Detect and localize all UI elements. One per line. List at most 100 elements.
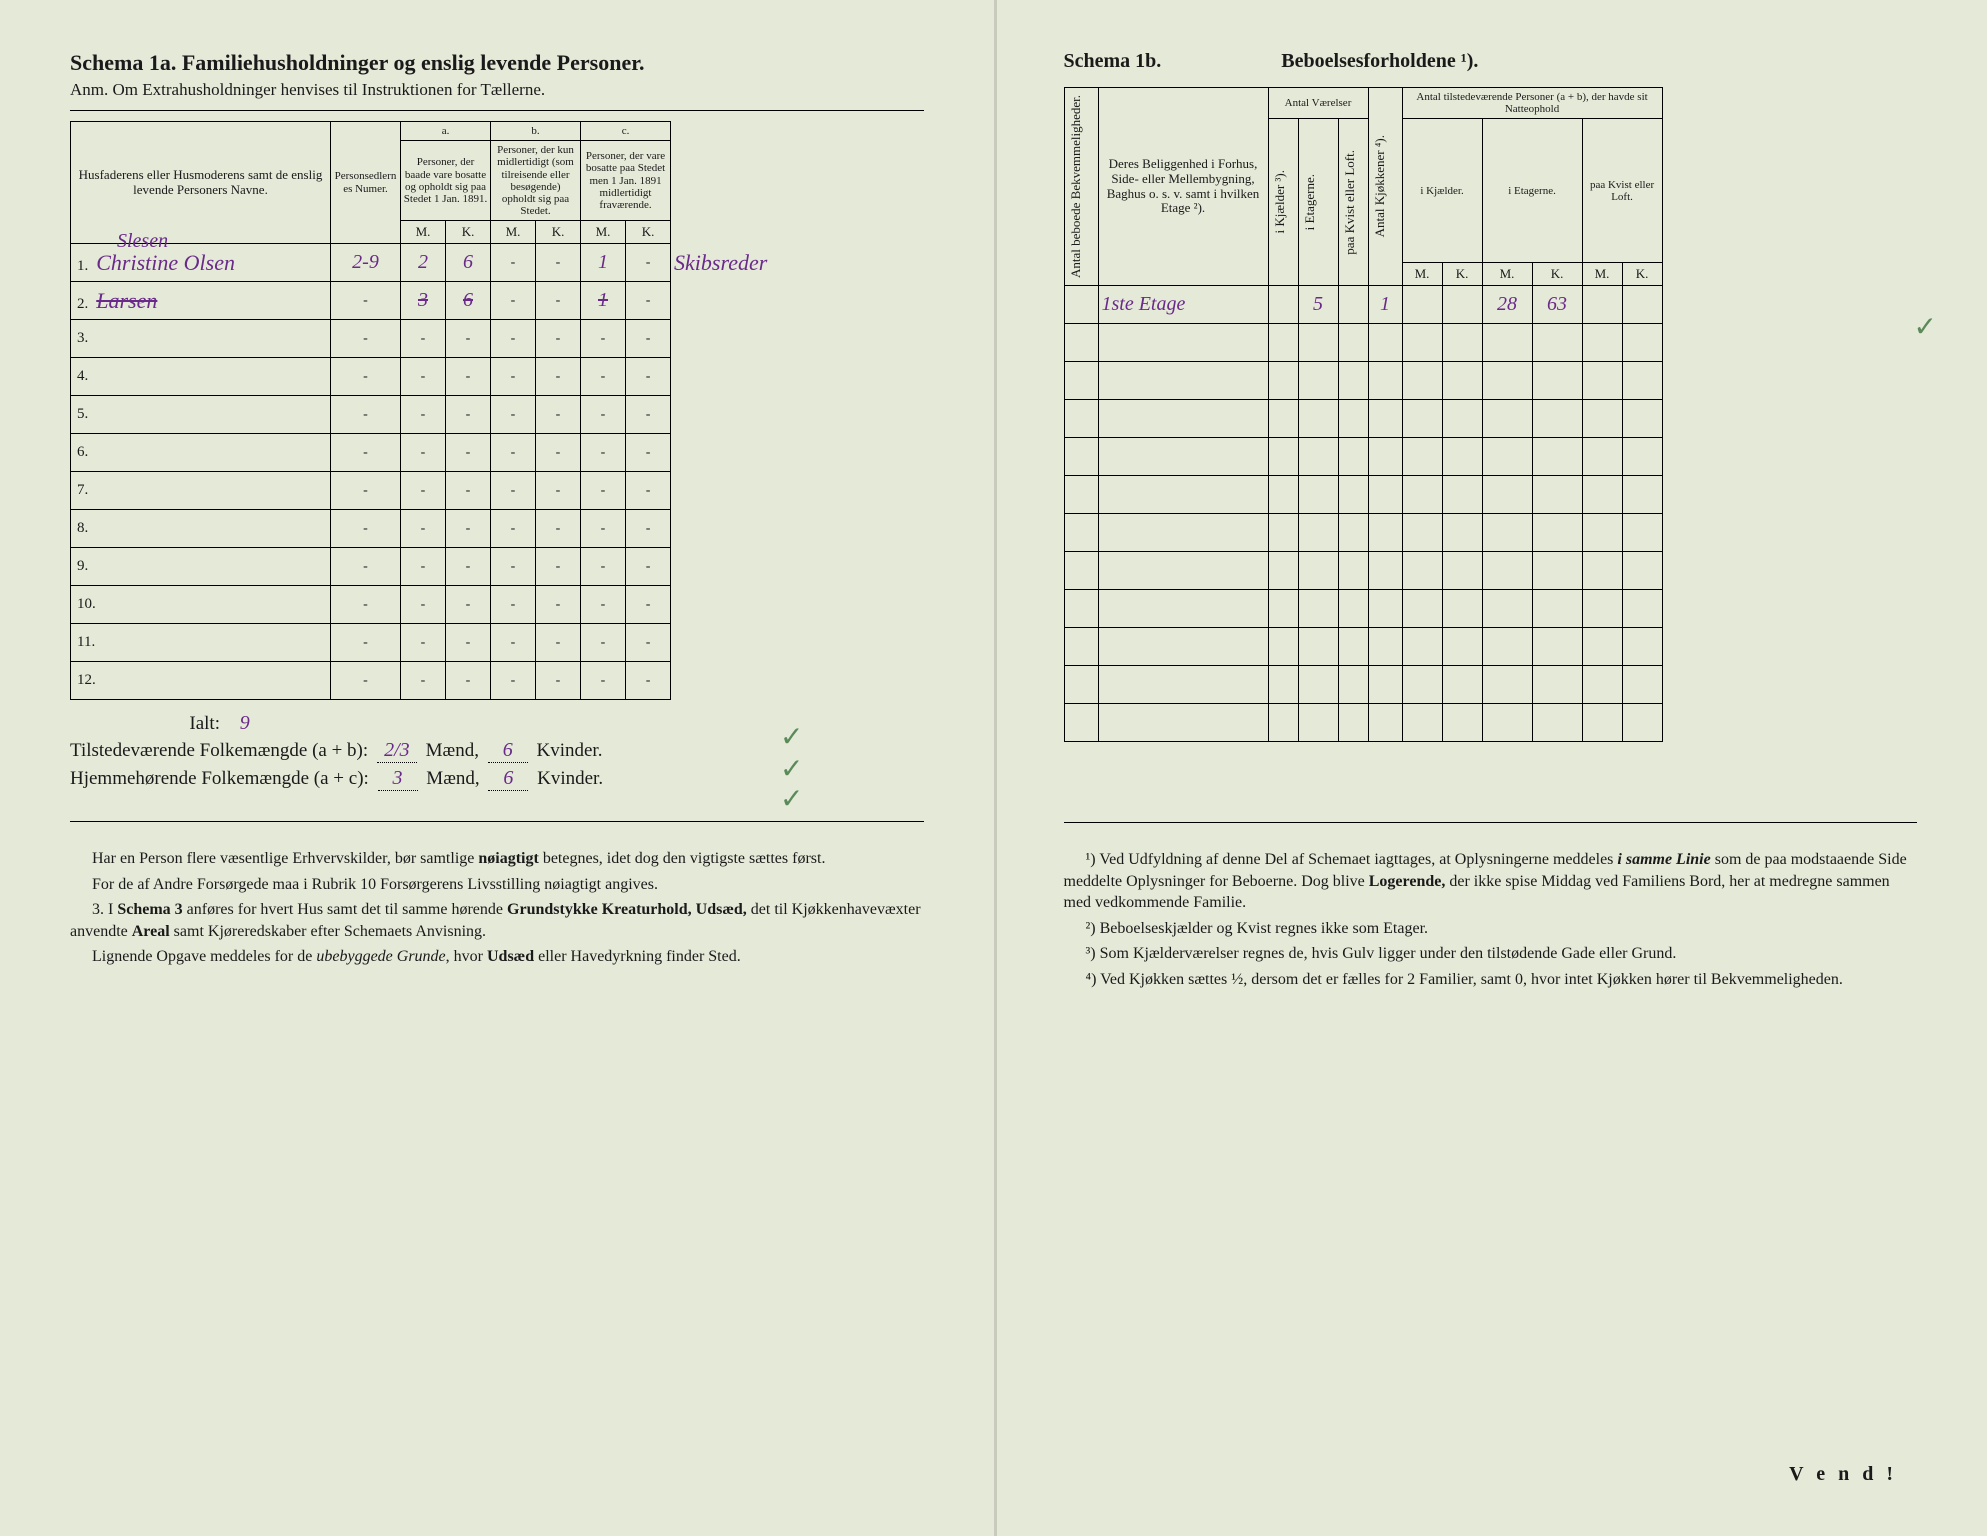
table-row: 6.------- [71,434,924,472]
cell [1532,704,1582,742]
cell [1268,590,1298,628]
cell [1064,400,1098,438]
cell [1298,324,1338,362]
cell: - [626,244,671,282]
m-label-2: Mænd, [426,768,479,789]
ialt-val: 9 [225,712,265,735]
extra [1662,286,1917,324]
cell [1442,476,1482,514]
cell: - [446,358,491,396]
cell [1064,476,1098,514]
cell: - [626,586,671,624]
cell [1622,590,1662,628]
extra [1662,666,1917,704]
cell [1622,400,1662,438]
cell [1402,286,1442,324]
cell [1402,514,1442,552]
group-vaer: Antal Værelser [1268,88,1368,119]
table-row [1064,628,1917,666]
cell: 1 [581,282,626,320]
cell [1402,400,1442,438]
cell: 2-9 [331,244,401,282]
cell [1064,324,1098,362]
cell [1338,666,1368,704]
cell: - [536,548,581,586]
name-cell: 4. [71,358,331,396]
cell: - [446,662,491,700]
cell: 3 [401,282,446,320]
extra-cell [671,548,924,586]
table-row: 5.------- [71,396,924,434]
extra-cell: Skibsreder [671,244,924,282]
cell [1098,400,1268,438]
cell: - [536,244,581,282]
sum-line2-k: 6 [488,767,528,791]
cell [1064,514,1098,552]
cell: - [536,358,581,396]
cell [1442,666,1482,704]
extra-cell [671,358,924,396]
cell: - [626,282,671,320]
cell: - [446,396,491,434]
empty-extra [671,122,924,244]
cell [1368,476,1402,514]
cell [1582,704,1622,742]
cell [1402,704,1442,742]
cell: - [626,662,671,700]
cell [1338,552,1368,590]
left-title: Schema 1a. Familiehusholdninger og ensli… [70,50,924,76]
cell [1482,514,1532,552]
cell [1268,438,1298,476]
cell [1268,704,1298,742]
table-row [1064,362,1917,400]
cell [1098,628,1268,666]
sum-line1-pre: Tilstedeværende Folkemængde (a + b): [70,740,368,761]
cell [1582,590,1622,628]
cell [1482,552,1532,590]
cell [1338,514,1368,552]
table-row [1064,476,1917,514]
cell [1338,362,1368,400]
cell [1582,628,1622,666]
cell: - [536,434,581,472]
cell [1482,704,1532,742]
cell [1402,666,1442,704]
cell: 1ste Etage [1098,286,1268,324]
cell [1442,514,1482,552]
cell [1532,438,1582,476]
cell [1298,514,1338,552]
m-label: Mænd, [426,740,479,761]
cell [1368,552,1402,590]
name-cell: 5. [71,396,331,434]
table-row: 2.Larsen-36--1- [71,282,924,320]
extra [1662,628,1917,666]
cell [1368,628,1402,666]
cell: - [491,472,536,510]
extra [1662,590,1917,628]
cell: - [446,624,491,662]
page-fold [994,0,997,1536]
cell: - [536,320,581,358]
cell: - [446,548,491,586]
table-row: 12.------- [71,662,924,700]
cell: - [401,320,446,358]
cell: - [331,548,401,586]
cell [1482,324,1532,362]
cell: 6 [446,244,491,282]
cell [1064,628,1098,666]
col-belig: Deres Beliggenhed i Forhus, Side- eller … [1098,88,1268,286]
extra [1662,552,1917,590]
table-row: 9.------- [71,548,924,586]
cell: - [581,624,626,662]
cell [1064,286,1098,324]
col-names: Husfaderens eller Husmoderens samt de en… [71,122,331,244]
cell [1582,552,1622,590]
extra [1662,704,1917,742]
cell: - [626,358,671,396]
group-a: Personer, der baade vare bosatte og opho… [401,141,491,221]
cell: - [401,624,446,662]
cell: - [446,472,491,510]
cell: - [331,282,401,320]
name-cell: 7. [71,472,331,510]
cell [1338,476,1368,514]
